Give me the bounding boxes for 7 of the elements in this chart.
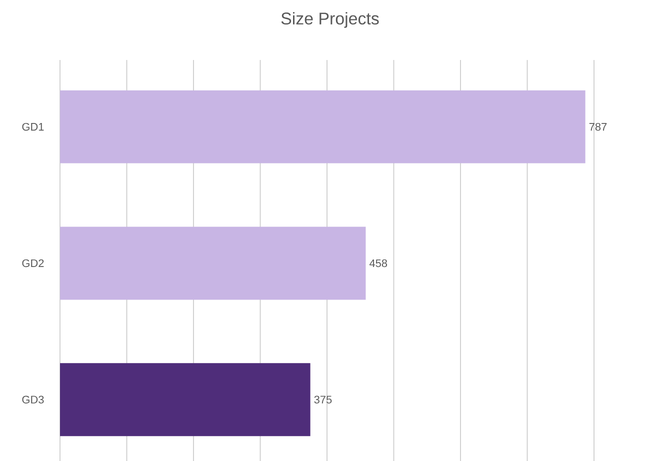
- data-label: 458: [369, 259, 388, 268]
- data-label: 375: [314, 396, 332, 404]
- y-tick-label: GD3: [22, 396, 44, 404]
- chart-title: Size Projects: [281, 12, 379, 28]
- data-label: 787: [589, 122, 607, 131]
- y-tick-label: GD1: [22, 122, 44, 131]
- y-tick-label: GD2: [22, 259, 44, 268]
